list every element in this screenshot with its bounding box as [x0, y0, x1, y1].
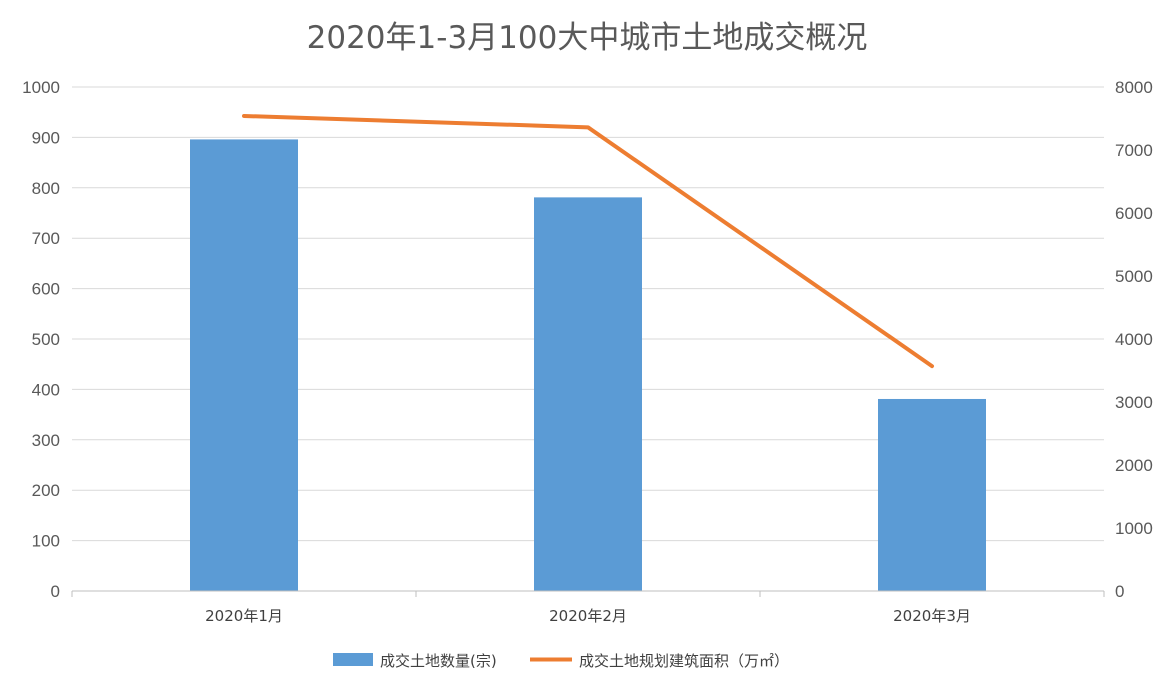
right-axis-ticks: 0 1000 2000 3000 4000 5000 6000 7000 8000	[1115, 78, 1153, 601]
right-tick-label: 2000	[1115, 456, 1153, 475]
x-tick-label: 2020年2月	[549, 607, 627, 625]
line-series	[242, 113, 934, 369]
left-tick-label: 0	[51, 582, 60, 601]
right-tick-label: 6000	[1115, 204, 1153, 223]
left-tick-label: 400	[32, 380, 60, 399]
chart-title: 2020年1-3月100大中城市土地成交概况	[307, 20, 868, 56]
right-tick-label: 4000	[1115, 330, 1153, 349]
right-tick-label: 8000	[1115, 78, 1153, 97]
legend-label-line: 成交土地规划建筑面积（万㎡）	[579, 652, 789, 670]
right-tick-label: 7000	[1115, 141, 1153, 160]
left-tick-label: 300	[32, 431, 60, 450]
left-tick-label: 200	[32, 481, 60, 500]
bar	[190, 139, 298, 591]
left-axis-ticks: 0 100 200 300 400 500 600 700 800 900 1000	[22, 78, 60, 601]
right-tick-label: 5000	[1115, 267, 1153, 286]
bar	[534, 197, 642, 591]
left-tick-label: 900	[32, 128, 60, 147]
right-tick-label: 1000	[1115, 519, 1153, 538]
x-tick-label: 2020年1月	[205, 607, 283, 625]
left-tick-label: 500	[32, 330, 60, 349]
legend-swatch-bar	[333, 653, 373, 666]
right-tick-label: 3000	[1115, 393, 1153, 412]
legend-label-bar: 成交土地数量(宗)	[380, 652, 497, 670]
x-tick-label: 2020年3月	[893, 607, 971, 625]
bar	[878, 398, 986, 591]
left-tick-label: 600	[32, 280, 60, 299]
legend: 成交土地数量(宗) 成交土地规划建筑面积（万㎡）	[333, 652, 789, 670]
right-tick-label: 0	[1115, 582, 1124, 601]
left-tick-label: 1000	[22, 78, 60, 97]
left-tick-label: 700	[32, 229, 60, 248]
left-tick-label: 100	[32, 532, 60, 551]
bar-series	[190, 139, 986, 591]
left-tick-label: 800	[32, 179, 60, 198]
x-axis: 2020年1月 2020年2月 2020年3月	[71, 590, 1105, 625]
